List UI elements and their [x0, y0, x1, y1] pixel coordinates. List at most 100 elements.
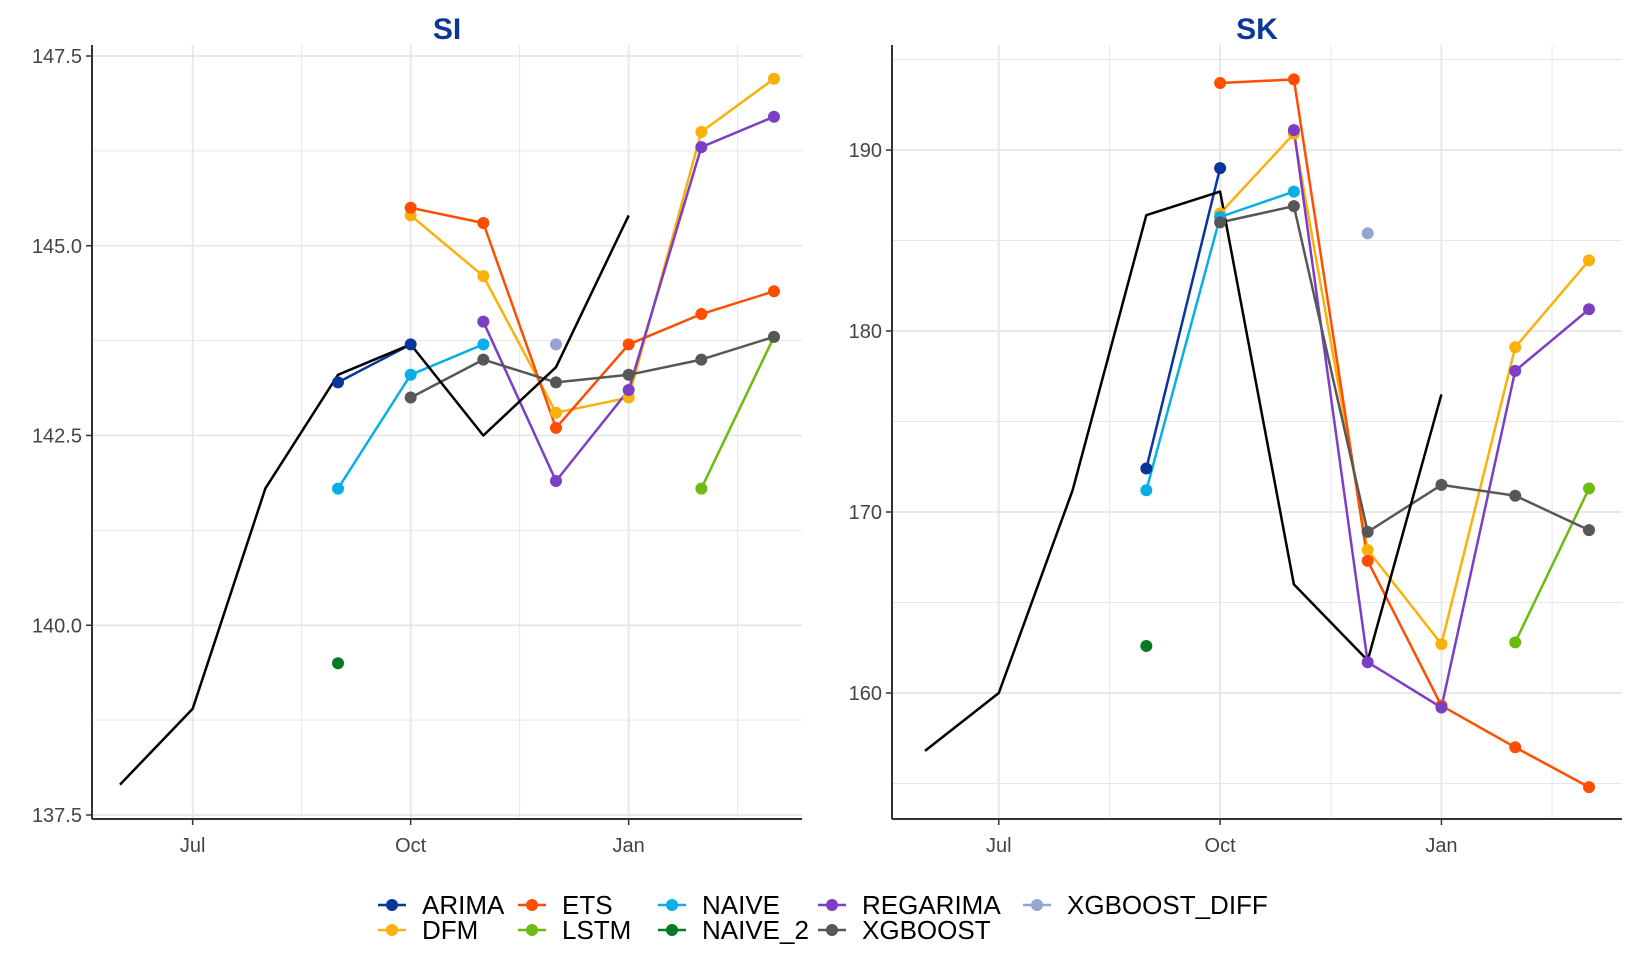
data-point-dfm [477, 270, 490, 283]
series-line-dfm [409, 77, 775, 414]
y-tick-label: 190 [849, 140, 882, 162]
data-point-regarima [695, 141, 708, 154]
data-point-dfm [1583, 254, 1595, 267]
legend-label: ARIMA [422, 890, 505, 920]
data-point-regarima [622, 383, 635, 396]
y-tick-label: 142.5 [32, 426, 82, 448]
legend-key-dot [386, 924, 398, 936]
data-point-dfm [1361, 544, 1374, 557]
legend-item-xgboost-diff: XGBOOST_DIFF [1023, 890, 1268, 920]
data-point-dfm [768, 72, 780, 85]
data-point-xgboost [550, 376, 562, 389]
chart-legend: ARIMADFMETSLSTMNAIVENAIVE_2REGARIMAXGBOO… [378, 890, 1268, 945]
x-tick-label: Jan [613, 835, 645, 857]
y-tick-label: 160 [849, 683, 882, 705]
legend-item-naive: NAIVE [658, 890, 780, 920]
legend-label: REGARIMA [862, 890, 1001, 920]
data-point-arima [404, 338, 417, 351]
legend-item-xgboost: XGBOOST [818, 915, 991, 945]
y-tick-label: 137.5 [32, 805, 82, 827]
data-point-regarima [1287, 124, 1300, 137]
data-point-naive [477, 338, 490, 351]
y-tick-label: 147.5 [32, 46, 82, 68]
legend-key-dot [526, 924, 538, 936]
legend-label: XGBOOST [862, 915, 991, 945]
data-point-dfm [1435, 638, 1448, 651]
data-point-ets [622, 338, 635, 351]
data-point-ets [768, 285, 780, 298]
data-point-xgboost [1287, 200, 1300, 213]
data-point-xgboost [1509, 489, 1522, 502]
legend-item-naive-2: NAIVE_2 [658, 915, 809, 945]
data-point-dfm [1509, 341, 1522, 354]
chart-panel-sk: 160 170 180 190 Jul Oct Jan SK [849, 13, 1622, 857]
actual-line [924, 190, 1443, 752]
series-line-ets [410, 206, 775, 430]
legend-item-arima: ARIMA [378, 890, 505, 920]
data-point-arima [1140, 462, 1153, 475]
legend-key-dot [666, 899, 678, 911]
data-point-xgboost [695, 353, 708, 366]
legend-item-lstm: LSTM [518, 915, 631, 945]
data-point-ets [1509, 741, 1522, 754]
x-tick-label: Jan [1425, 835, 1457, 857]
x-tick-label: Jul [986, 835, 1012, 857]
series-line-dfm [1219, 132, 1590, 646]
series-line-lstm [1514, 487, 1591, 643]
data-point-ets [550, 421, 562, 434]
panel-title: SK [1236, 13, 1278, 46]
data-point-naive [332, 482, 344, 495]
actual-line [119, 214, 630, 786]
y-tick-label: 140.0 [32, 615, 82, 637]
x-tick-label: Oct [395, 835, 427, 857]
data-point-regarima [550, 475, 562, 488]
data-point-regarima [477, 315, 490, 328]
data-point-xgboost [1435, 478, 1448, 491]
data-point-regarima [1361, 656, 1374, 669]
data-point-naive-2 [1140, 639, 1153, 652]
data-point-xgboost [1583, 524, 1595, 537]
legend-label: NAIVE_2 [702, 915, 809, 945]
data-point-naive [1287, 185, 1300, 198]
legend-key-dot [526, 899, 538, 911]
data-point-xgboost [1214, 216, 1227, 229]
legend-label: LSTM [562, 915, 631, 945]
data-point-dfm [550, 406, 562, 419]
chart-panels: 137.5 140.0 142.5 145.0 147.5 Jul Oct Jan SI 160 1… [32, 13, 1622, 857]
series-line-lstm [700, 336, 776, 490]
data-point-ets [477, 216, 490, 229]
legend-label: DFM [422, 915, 478, 945]
data-point-regarima [768, 110, 780, 123]
data-point-ets [695, 308, 708, 321]
plot-background [892, 45, 1622, 819]
data-point-xgboost-diff [1361, 227, 1374, 240]
data-point-xgboost [477, 353, 490, 366]
data-point-xgboost-diff [550, 338, 562, 351]
data-point-naive [1140, 484, 1153, 497]
legend-item-ets: ETS [518, 890, 613, 920]
series-line-arima [1145, 167, 1222, 469]
data-point-regarima [1435, 701, 1448, 714]
data-point-ets [1287, 73, 1300, 86]
legend-key-dot [666, 924, 678, 936]
x-tick-label: Oct [1205, 835, 1237, 857]
plot-background [92, 45, 802, 819]
data-point-regarima [1583, 303, 1595, 316]
data-point-ets [404, 201, 417, 214]
data-point-arima [332, 376, 344, 389]
data-point-naive [404, 368, 417, 381]
data-point-ets [1361, 554, 1374, 567]
series-line-ets [1220, 78, 1590, 789]
y-tick-label: 145.0 [32, 236, 82, 258]
panel-title: SI [433, 13, 461, 46]
data-point-lstm [695, 482, 708, 495]
legend-label: XGBOOST_DIFF [1067, 890, 1268, 920]
data-point-arima [1214, 162, 1227, 175]
data-point-lstm [1509, 636, 1522, 649]
y-tick-label: 180 [849, 321, 882, 343]
legend-label: NAIVE [702, 890, 780, 920]
data-point-ets [1214, 77, 1227, 90]
data-point-xgboost [768, 330, 780, 343]
x-tick-label: Jul [180, 835, 206, 857]
legend-key-dot [826, 924, 838, 936]
